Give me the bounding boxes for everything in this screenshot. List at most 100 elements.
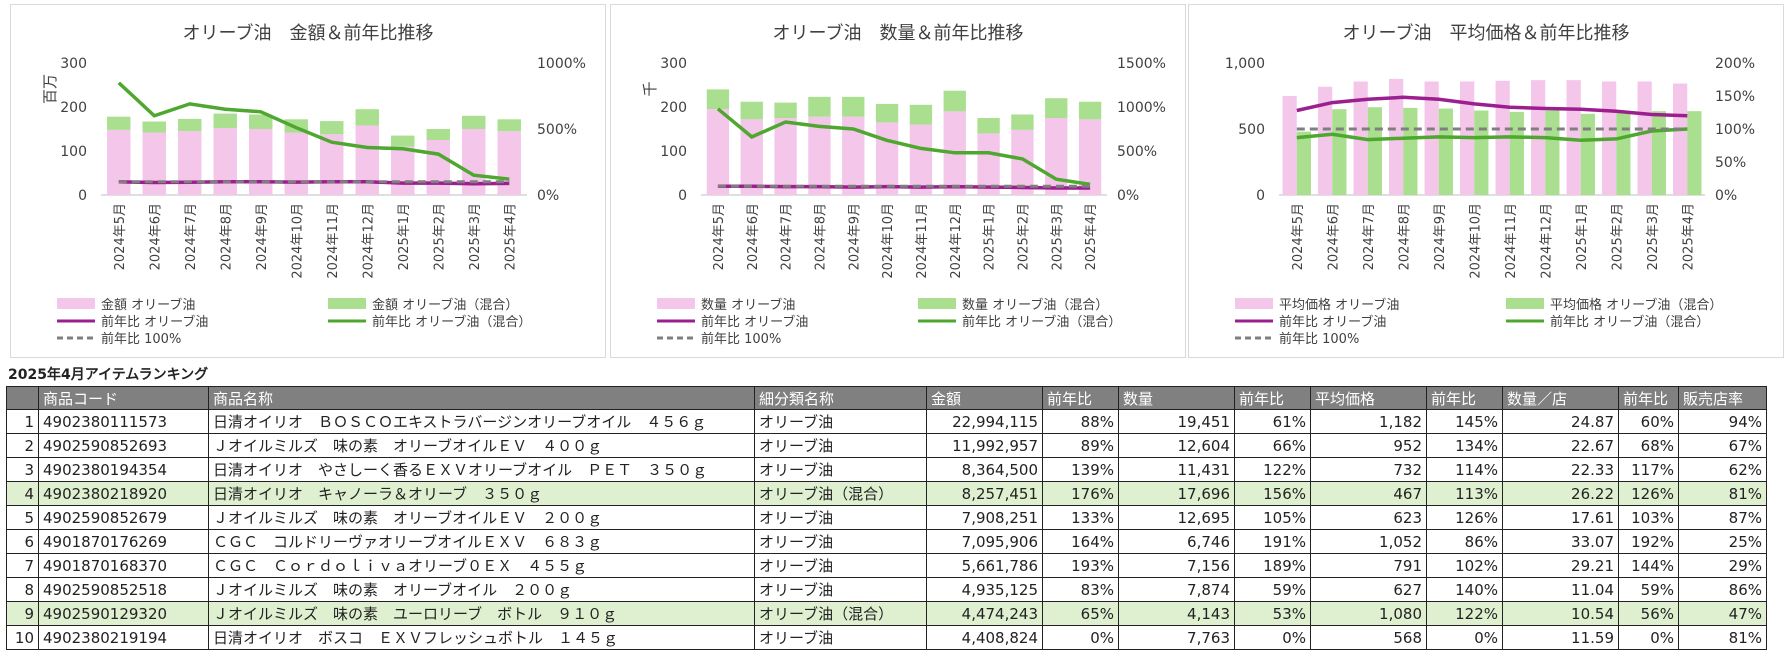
bar [1045, 118, 1068, 195]
x-tick-label: 2025年1月 [1575, 203, 1590, 270]
bar [977, 133, 1000, 195]
x-tick-label: 2025年1月 [983, 203, 998, 270]
ranking-header-cell: 前年比 [1042, 386, 1119, 410]
x-tick-label: 2025年4月 [503, 203, 518, 270]
table-cell: Ｊオイルミルズ 味の素 ユーロリーブ ボトル ９１０ｇ [208, 601, 755, 626]
table-cell: 623 [1310, 505, 1427, 530]
bar [1332, 109, 1347, 195]
bar [142, 132, 166, 195]
x-tick-label: 2025年1月 [397, 203, 412, 270]
legend-label: 前年比 オリーブ油（混合） [1550, 314, 1709, 330]
x-tick-label: 2024年6月 [1326, 203, 1341, 270]
table-cell: 4901870168370 [38, 553, 209, 578]
table-cell: 86% [1426, 529, 1503, 554]
table-cell: 7,095,906 [926, 529, 1043, 554]
bar [875, 122, 899, 195]
table-cell: 26.22 [1502, 481, 1619, 506]
table-cell: 4902590852679 [38, 505, 209, 530]
bar [1296, 131, 1311, 195]
ranking-header-cell: 前年比 [1618, 386, 1679, 410]
bar [107, 116, 131, 130]
y-tick-label: 100 [660, 144, 687, 160]
y2-tick-label: 1000% [1117, 100, 1166, 116]
x-tick-label: 2024年7月 [780, 203, 795, 270]
table-cell: 4 [6, 481, 39, 506]
bar [1367, 107, 1382, 195]
legend-label: 数量 オリーブ油（混合） [962, 297, 1108, 313]
y2-tick-label: 0% [537, 188, 559, 204]
table-cell: 19,451 [1118, 409, 1235, 434]
table-cell: 7,156 [1118, 553, 1235, 578]
ranking-header-cell: 数量 [1118, 386, 1235, 410]
bar [774, 102, 797, 118]
table-cell: 467 [1310, 481, 1427, 506]
table-cell: 1,080 [1310, 601, 1427, 626]
x-tick-label: 2024年10月 [881, 203, 896, 279]
x-tick-label: 2024年10月 [1468, 203, 1483, 279]
table-row: 7 4901870168370 ＣＧＣ Ｃｏｒｄｏｌｉｖａオリーブ０ＥＸ ４５５ｇ オ… [6, 553, 1767, 578]
table-cell: 86% [1678, 577, 1767, 602]
table-cell: 25% [1678, 529, 1767, 554]
ranking-title: 2025年4月アイテムランキング [8, 367, 209, 383]
bar [1011, 129, 1034, 195]
x-tick-label: 2024年8月 [813, 203, 828, 270]
table-row: 2 4902590852693 Ｊオイルミルズ 味の素 オリーブオイルＥＶ ４００ｇ… [6, 433, 1767, 458]
bar [842, 96, 865, 117]
table-cell: 156% [1234, 481, 1311, 506]
table-cell: 47% [1678, 601, 1767, 626]
table-cell: 140% [1426, 577, 1503, 602]
bar [462, 129, 486, 195]
table-cell: 4,935,125 [926, 577, 1043, 602]
table-cell: 60% [1618, 409, 1679, 434]
y-tick-label: 300 [660, 56, 687, 72]
table-row: 9 4902590129320 Ｊオイルミルズ 味の素 ユーロリーブ ボトル ９１０… [6, 601, 1767, 626]
table-cell: 7 [6, 553, 39, 578]
table-cell: 191% [1234, 529, 1311, 554]
x-tick-label: 2024年12月 [949, 203, 964, 279]
bar [943, 90, 966, 112]
ranking-header-cell: 細分類名称 [754, 386, 927, 410]
table-cell: 193% [1042, 553, 1119, 578]
table-cell: オリーブ油 [754, 409, 927, 434]
chart-title: オリーブ油 金額＆前年比推移 [183, 22, 434, 44]
x-tick-label: 2025年2月 [432, 203, 447, 270]
table-cell: 7,763 [1118, 625, 1235, 650]
series-line [716, 107, 1091, 187]
x-tick-label: 2025年4月 [1681, 203, 1696, 270]
table-cell: 139% [1042, 457, 1119, 482]
table-cell: 12,604 [1118, 433, 1235, 458]
ranking-header-cell: 商品コード [38, 386, 209, 410]
legend-label: 平均価格 オリーブ油 [1279, 297, 1399, 313]
chart-title: オリーブ油 数量＆前年比推移 [773, 22, 1024, 44]
table-cell: 17,696 [1118, 481, 1235, 506]
bar [1580, 113, 1595, 195]
x-tick-label: 2024年9月 [1433, 203, 1448, 270]
chart-average-price-svg: オリーブ油 平均価格＆前年比推移 0 500 1,000 0% 50% 100% 150% 20… [1225, 22, 1755, 347]
bar [178, 118, 202, 132]
bar [1673, 83, 1688, 195]
legend-label: 数量 オリーブ油 [701, 297, 795, 313]
chart-quantity: オリーブ油 数量＆前年比推移千 0 100 200 300 0% 500% 1000% 1500… [610, 4, 1186, 358]
table-cell: 192% [1618, 529, 1679, 554]
bar [1403, 107, 1418, 195]
table-cell: 117% [1618, 457, 1679, 482]
table-cell: 56% [1618, 601, 1679, 626]
bar [1651, 111, 1666, 195]
table-cell: 29.21 [1502, 553, 1619, 578]
table-cell: 0% [1618, 625, 1679, 650]
y2-tick-label: 500% [537, 122, 577, 138]
x-tick-label: 2025年3月 [468, 203, 483, 270]
x-tick-label: 2024年11月 [1504, 203, 1519, 279]
y2-tick-label: 1500% [1117, 56, 1166, 72]
table-cell: 89% [1042, 433, 1119, 458]
y-tick-label: 200 [60, 100, 87, 116]
x-tick-label: 2024年8月 [1397, 203, 1412, 270]
table-cell: 29% [1678, 553, 1767, 578]
bar [706, 89, 730, 110]
bar [249, 114, 273, 129]
table-cell: 24.87 [1502, 409, 1619, 434]
ranking-header-cell: 平均価格 [1310, 386, 1427, 410]
x-tick-label: 2024年8月 [219, 203, 234, 270]
table-cell: 6 [6, 529, 39, 554]
table-cell: 0% [1042, 625, 1119, 650]
